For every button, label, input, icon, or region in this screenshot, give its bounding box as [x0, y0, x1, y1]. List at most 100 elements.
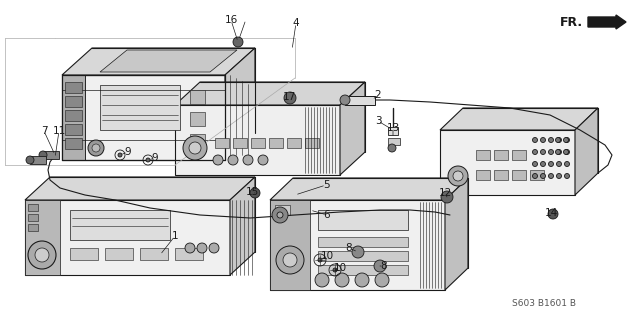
Circle shape [340, 95, 350, 105]
Text: 6: 6 [324, 210, 330, 220]
Bar [476, 170, 490, 180]
Circle shape [146, 158, 150, 162]
Polygon shape [270, 200, 310, 290]
Polygon shape [175, 82, 365, 105]
Circle shape [333, 268, 337, 272]
Circle shape [532, 137, 538, 143]
Circle shape [189, 142, 201, 154]
Text: 4: 4 [292, 18, 300, 28]
Circle shape [258, 155, 268, 165]
Polygon shape [270, 178, 468, 200]
Bar [30, 156, 46, 164]
Text: 13: 13 [387, 123, 399, 133]
Circle shape [374, 260, 386, 272]
Bar [251, 138, 265, 148]
Circle shape [228, 155, 238, 165]
Circle shape [441, 191, 453, 203]
Bar [70, 248, 98, 260]
Polygon shape [270, 200, 445, 290]
Bar [318, 210, 408, 230]
Polygon shape [440, 130, 575, 195]
Bar [233, 138, 247, 148]
Circle shape [272, 207, 288, 223]
Circle shape [541, 174, 545, 179]
Circle shape [197, 243, 207, 253]
Circle shape [183, 136, 207, 160]
Circle shape [453, 171, 463, 181]
Text: 7: 7 [41, 126, 47, 136]
Polygon shape [575, 108, 598, 195]
Circle shape [548, 161, 554, 167]
Polygon shape [62, 48, 255, 75]
Circle shape [556, 137, 561, 143]
Circle shape [532, 161, 538, 167]
Bar [269, 138, 283, 148]
Polygon shape [25, 200, 230, 275]
Text: 8: 8 [381, 261, 387, 271]
Circle shape [352, 246, 364, 258]
Text: S603 B1601 B: S603 B1601 B [512, 299, 576, 308]
Circle shape [28, 241, 56, 269]
Bar [318, 237, 408, 247]
Bar [305, 138, 319, 148]
Bar [275, 205, 290, 215]
Bar [287, 138, 301, 148]
Circle shape [564, 150, 570, 154]
Circle shape [563, 150, 568, 154]
Bar [105, 248, 133, 260]
Bar [28, 204, 38, 211]
Polygon shape [340, 82, 365, 175]
Bar [476, 150, 490, 160]
Text: 16: 16 [225, 15, 237, 25]
Text: 1: 1 [172, 231, 179, 241]
Text: 8: 8 [346, 243, 352, 253]
Polygon shape [62, 75, 225, 160]
Bar [100, 85, 180, 130]
Circle shape [548, 137, 554, 143]
Circle shape [541, 161, 545, 167]
Bar [318, 265, 408, 275]
Text: 10: 10 [333, 263, 347, 273]
Polygon shape [225, 48, 255, 160]
Circle shape [557, 161, 561, 167]
Circle shape [548, 174, 554, 179]
Bar [28, 214, 38, 221]
Circle shape [448, 166, 468, 186]
Circle shape [233, 37, 243, 47]
Circle shape [556, 150, 561, 154]
Circle shape [564, 174, 570, 179]
Bar [388, 127, 398, 135]
Circle shape [541, 137, 545, 143]
Polygon shape [62, 75, 85, 160]
Bar [43, 151, 59, 159]
Circle shape [335, 273, 349, 287]
Circle shape [564, 161, 570, 167]
Circle shape [388, 144, 396, 152]
Circle shape [26, 156, 34, 164]
Bar [175, 248, 203, 260]
Bar [28, 224, 38, 231]
Text: 9: 9 [125, 147, 131, 157]
Polygon shape [175, 105, 340, 175]
Circle shape [277, 212, 283, 218]
Bar [494, 150, 508, 160]
Polygon shape [25, 177, 255, 200]
Circle shape [532, 150, 538, 154]
Circle shape [557, 150, 561, 154]
Circle shape [209, 243, 219, 253]
Circle shape [355, 273, 369, 287]
Circle shape [318, 258, 322, 262]
Bar [512, 170, 526, 180]
Circle shape [88, 140, 104, 156]
Bar [190, 134, 205, 148]
Circle shape [276, 246, 304, 274]
Circle shape [250, 188, 260, 198]
Circle shape [563, 137, 568, 143]
Bar [140, 248, 168, 260]
Bar [318, 251, 408, 261]
Text: 17: 17 [282, 92, 296, 102]
Text: 12: 12 [438, 188, 452, 198]
Circle shape [375, 273, 389, 287]
Circle shape [213, 155, 223, 165]
Circle shape [284, 92, 296, 104]
